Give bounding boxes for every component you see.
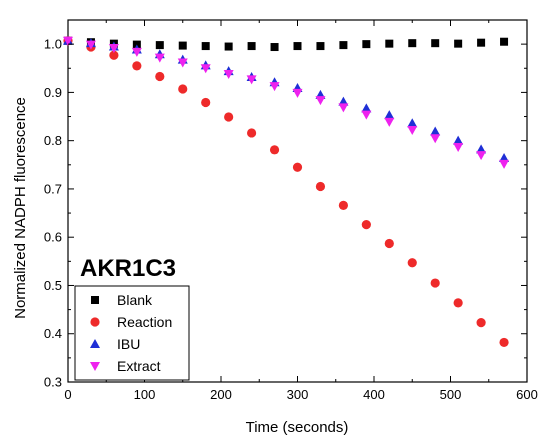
- y-tick-label: 0.7: [44, 181, 62, 196]
- axes: 0 100 200 300 400 500 600 0.3 0.4 0.5 0.6 0.7 0.8 0.9…: [44, 20, 538, 402]
- y-tick-label: 0.3: [44, 375, 62, 390]
- point-ibu: [361, 103, 372, 113]
- y-tick-label: 0.4: [44, 326, 62, 341]
- point-extract: [269, 82, 280, 92]
- point-blank: [247, 42, 256, 51]
- point-reaction: [224, 112, 234, 122]
- y-axis-title: Normalized NADPH fluorescence: [12, 97, 29, 319]
- legend-label: Extract: [117, 358, 161, 374]
- point-extract: [499, 159, 510, 169]
- y-tick-label: 0.5: [44, 278, 62, 293]
- point-reaction: [407, 258, 417, 268]
- point-reaction: [315, 181, 326, 192]
- point-blank: [270, 43, 279, 52]
- point-reaction: [201, 97, 211, 108]
- point-reaction: [430, 278, 440, 288]
- point-blank: [224, 42, 233, 51]
- point-blank: [454, 39, 463, 48]
- x-tick-label: 200: [210, 387, 232, 402]
- point-extract: [292, 88, 303, 98]
- point-reaction: [361, 220, 371, 230]
- point-extract: [430, 134, 441, 144]
- point-extract: [246, 75, 257, 85]
- x-tick-label: 500: [440, 387, 462, 402]
- x-axis-title: Time (seconds): [246, 419, 349, 436]
- point-blank: [477, 38, 486, 47]
- point-ibu: [430, 126, 441, 136]
- x-tick-label: 300: [287, 387, 309, 402]
- legend: Blank Reaction IBU Extract: [74, 285, 190, 381]
- point-reaction: [476, 318, 486, 328]
- point-reaction: [269, 145, 280, 155]
- point-extract: [407, 126, 418, 136]
- point-extract: [315, 96, 326, 106]
- point-reaction: [453, 298, 463, 308]
- legend-marker-extract: [90, 362, 100, 371]
- point-blank: [339, 41, 348, 50]
- x-tick-label: 400: [363, 387, 385, 402]
- x-tick-label: 0: [64, 387, 71, 402]
- point-ibu: [499, 153, 510, 163]
- point-reaction: [338, 200, 348, 210]
- legend-marker-reaction: [90, 317, 100, 327]
- data-marks: [63, 35, 510, 348]
- point-ibu: [384, 110, 395, 120]
- point-reaction: [499, 337, 509, 348]
- point-blank: [431, 39, 440, 48]
- point-blank: [408, 39, 417, 48]
- y-tick-label: 0.6: [44, 230, 62, 245]
- point-reaction: [384, 238, 394, 249]
- point-blank: [316, 42, 325, 51]
- legend-label: IBU: [117, 336, 140, 352]
- point-blank: [201, 42, 210, 51]
- legend-label: Blank: [117, 292, 153, 308]
- point-extract: [131, 47, 142, 57]
- legend-marker-blank: [91, 296, 99, 304]
- point-extract: [453, 142, 464, 152]
- point-extract: [108, 43, 119, 53]
- point-reaction: [292, 162, 303, 172]
- point-extract: [361, 110, 372, 120]
- y-tick-label: 0.9: [44, 85, 62, 100]
- legend-marker-ibu: [90, 339, 100, 348]
- point-extract: [223, 70, 234, 80]
- point-extract: [63, 36, 73, 46]
- point-reaction: [132, 61, 142, 71]
- point-ibu: [338, 96, 349, 106]
- chart-annotation: AKR1C3: [80, 255, 176, 282]
- point-extract: [476, 151, 487, 161]
- point-ibu: [407, 118, 418, 128]
- point-extract: [85, 40, 96, 50]
- point-extract: [384, 117, 395, 127]
- x-tick-label: 600: [516, 387, 538, 402]
- y-tick-label: 0.8: [44, 133, 62, 148]
- point-extract: [177, 58, 188, 68]
- point-blank: [178, 41, 187, 50]
- point-reaction: [109, 50, 119, 60]
- point-reaction: [178, 84, 188, 94]
- point-blank: [155, 41, 164, 50]
- x-tick-label: 100: [134, 387, 156, 402]
- point-ibu: [476, 144, 487, 154]
- point-blank: [362, 40, 371, 49]
- point-extract: [200, 64, 211, 74]
- point-reaction: [155, 71, 165, 82]
- point-blank: [385, 39, 394, 48]
- point-extract: [338, 103, 349, 113]
- point-blank: [500, 37, 509, 46]
- point-ibu: [453, 135, 464, 145]
- point-blank: [293, 42, 302, 51]
- y-tick-label: 1.0: [44, 37, 62, 52]
- legend-label: Reaction: [117, 314, 172, 330]
- point-reaction: [247, 128, 257, 138]
- point-extract: [154, 53, 165, 63]
